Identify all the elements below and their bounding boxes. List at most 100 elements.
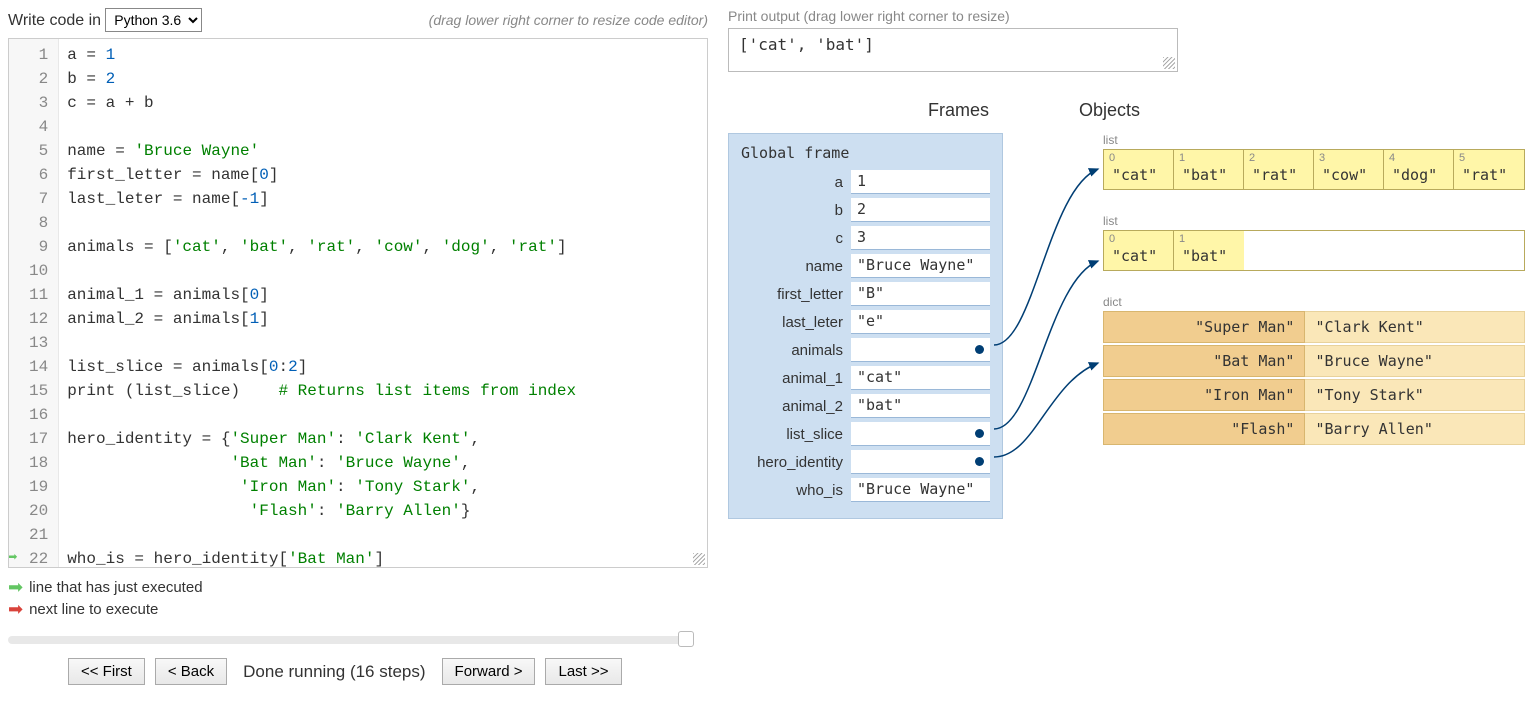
- frame-var-value: [851, 422, 990, 446]
- frame-var-value: "B": [851, 282, 990, 306]
- line-number: 15: [29, 379, 48, 403]
- pointer-dot-icon: [975, 345, 984, 354]
- frame-var-name: list_slice: [741, 426, 851, 443]
- frame-title: Global frame: [741, 144, 990, 162]
- step-slider-thumb[interactable]: [678, 631, 694, 647]
- legend-executed-label: line that has just executed: [29, 579, 202, 596]
- list-cell: 5"rat": [1454, 150, 1524, 189]
- list-value: "bat": [1174, 245, 1244, 270]
- code-line[interactable]: [67, 115, 699, 139]
- frame-var-name: last_leter: [741, 314, 851, 331]
- code-line[interactable]: [67, 523, 699, 547]
- code-line[interactable]: b = 2: [67, 67, 699, 91]
- pointer-arrow: [994, 363, 1098, 457]
- list-index: 5: [1454, 150, 1524, 164]
- pointer-dot-icon: [975, 429, 984, 438]
- object-type-label: list: [1103, 214, 1525, 228]
- frame-var-name: animals: [741, 342, 851, 359]
- code-gutter: 12345678910111213141516171819202122: [9, 39, 59, 567]
- code-line[interactable]: 'Iron Man': 'Tony Stark',: [67, 475, 699, 499]
- step-slider[interactable]: [8, 636, 688, 644]
- heap-object: list0"cat"1"bat"2"rat"3"cow"4"dog"5"rat": [1103, 133, 1525, 190]
- editor-resize-handle[interactable]: [693, 553, 705, 565]
- list-value: "bat": [1174, 164, 1243, 189]
- frame-var-value: 3: [851, 226, 990, 250]
- frame-var-row: b2: [741, 196, 990, 224]
- line-number: 17: [29, 427, 48, 451]
- list-index: 1: [1174, 150, 1243, 164]
- frame-var-row: first_letter"B": [741, 280, 990, 308]
- frame-var-name: first_letter: [741, 286, 851, 303]
- frame-var-name: animal_2: [741, 398, 851, 415]
- output-box[interactable]: ['cat', 'bat']: [728, 28, 1178, 72]
- code-line[interactable]: animal_2 = animals[1]: [67, 307, 699, 331]
- pointer-arrow: [994, 261, 1098, 429]
- code-lines[interactable]: a = 1b = 2c = a + b name = 'Bruce Wayne'f…: [59, 39, 707, 567]
- frame-var-name: b: [741, 202, 851, 219]
- list-cell: 3"cow": [1314, 150, 1384, 189]
- code-line[interactable]: [67, 331, 699, 355]
- frame-var-row: hero_identity: [741, 448, 990, 476]
- frame-var-row: c3: [741, 224, 990, 252]
- forward-button[interactable]: Forward >: [442, 658, 536, 685]
- code-line[interactable]: who_is = hero_identity['Bat Man']: [67, 547, 699, 567]
- frame-var-row: animal_1"cat": [741, 364, 990, 392]
- code-line[interactable]: 'Bat Man': 'Bruce Wayne',: [67, 451, 699, 475]
- frame-var-value: "e": [851, 310, 990, 334]
- line-number: 20: [29, 499, 48, 523]
- line-number: 4: [29, 115, 48, 139]
- code-line[interactable]: last_leter = name[-1]: [67, 187, 699, 211]
- frame-var-row: list_slice: [741, 420, 990, 448]
- code-line[interactable]: name = 'Bruce Wayne': [67, 139, 699, 163]
- frame-var-name: a: [741, 174, 851, 191]
- executed-line-arrow-icon: ➡: [8, 547, 18, 568]
- code-line[interactable]: list_slice = animals[0:2]: [67, 355, 699, 379]
- list-index: 4: [1384, 150, 1453, 164]
- line-number: 1: [29, 43, 48, 67]
- legend-next-arrow-icon: ➡: [8, 600, 23, 618]
- list-value: "rat": [1244, 164, 1313, 189]
- frame-var-name: animal_1: [741, 370, 851, 387]
- list-cell: 1"bat": [1174, 231, 1244, 270]
- dict-key: "Iron Man": [1103, 379, 1305, 411]
- code-line[interactable]: hero_identity = {'Super Man': 'Clark Ken…: [67, 427, 699, 451]
- language-select[interactable]: Python 3.6Python 2.7JavaJavaScriptCC++: [105, 8, 202, 32]
- heap-object: list 0"cat"1"bat": [1103, 214, 1525, 271]
- frame-var-value: "Bruce Wayne": [851, 254, 990, 278]
- code-line[interactable]: print (list_slice) # Returns list items …: [67, 379, 699, 403]
- code-line[interactable]: 'Flash': 'Barry Allen'}: [67, 499, 699, 523]
- code-line[interactable]: first_letter = name[0]: [67, 163, 699, 187]
- output-text: ['cat', 'bat']: [739, 35, 874, 54]
- line-number: 22: [29, 547, 48, 567]
- first-button[interactable]: << First: [68, 658, 145, 685]
- objects-header: Objects: [1079, 100, 1140, 121]
- code-line[interactable]: animals = ['cat', 'bat', 'rat', 'cow', '…: [67, 235, 699, 259]
- run-status: Done running (16 steps): [237, 662, 431, 682]
- frame-var-row: animals: [741, 336, 990, 364]
- line-number: 6: [29, 163, 48, 187]
- output-resize-handle[interactable]: [1163, 57, 1175, 69]
- last-button[interactable]: Last >>: [545, 658, 621, 685]
- list-cell: 0"cat": [1104, 231, 1174, 270]
- pointer-arrow: [994, 169, 1098, 345]
- line-number: 7: [29, 187, 48, 211]
- list-value: "dog": [1384, 164, 1453, 189]
- back-button[interactable]: < Back: [155, 658, 227, 685]
- line-number: 18: [29, 451, 48, 475]
- legend-executed-arrow-icon: ➡: [8, 578, 23, 596]
- frame-var-value: 2: [851, 198, 990, 222]
- list-object: 0"cat"1"bat": [1103, 230, 1525, 271]
- code-line[interactable]: [67, 403, 699, 427]
- frame-var-row: last_leter"e": [741, 308, 990, 336]
- code-line[interactable]: c = a + b: [67, 91, 699, 115]
- frame-var-name: c: [741, 230, 851, 247]
- viz-area: Global frame a1b2c3name"Bruce Wayne"firs…: [728, 133, 1530, 519]
- code-line[interactable]: [67, 259, 699, 283]
- code-line[interactable]: animal_1 = animals[0]: [67, 283, 699, 307]
- code-line[interactable]: [67, 211, 699, 235]
- code-editor[interactable]: 12345678910111213141516171819202122 a = …: [8, 38, 708, 568]
- code-line[interactable]: a = 1: [67, 43, 699, 67]
- list-value: "cat": [1104, 245, 1173, 270]
- dict-key: "Flash": [1103, 413, 1305, 445]
- frame-var-value: 1: [851, 170, 990, 194]
